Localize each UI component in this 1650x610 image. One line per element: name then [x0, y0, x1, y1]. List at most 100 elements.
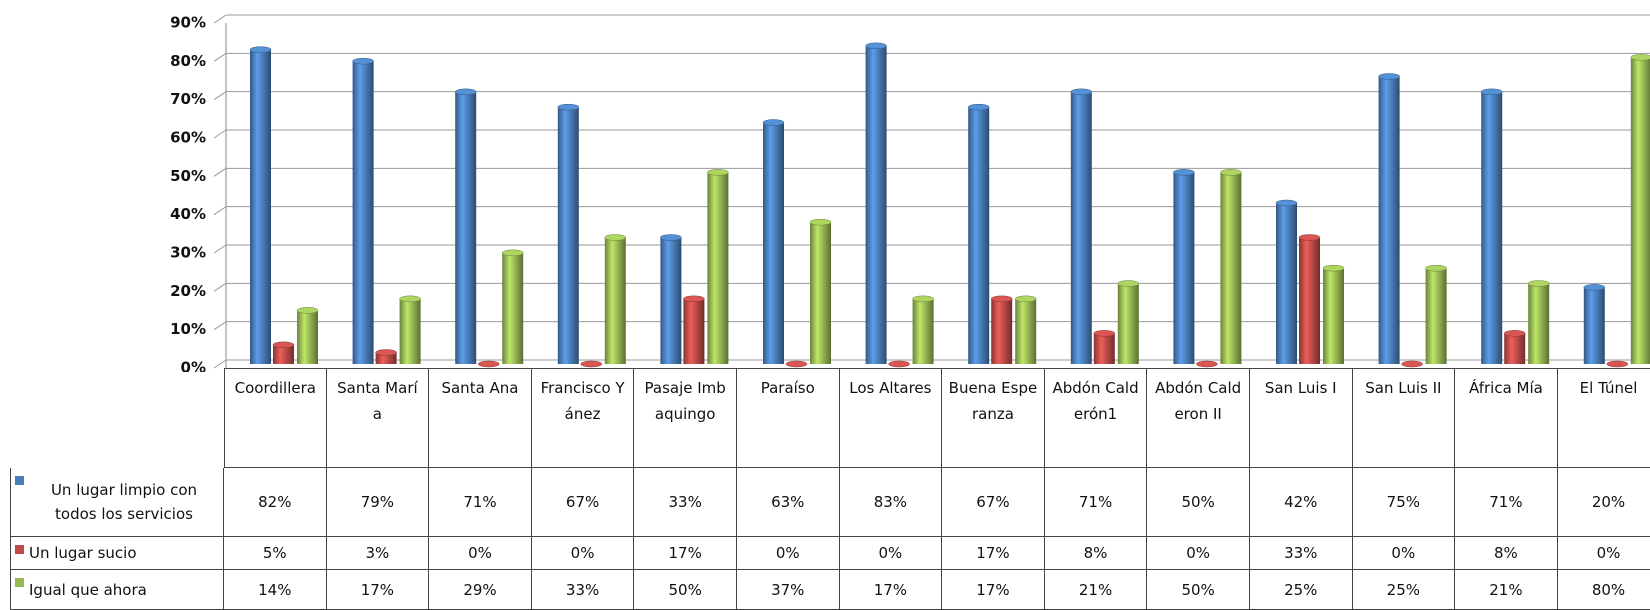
bar-top: [912, 295, 934, 303]
value-label: 33%: [531, 570, 635, 610]
bar: [1220, 172, 1242, 364]
value-label: 0%: [736, 537, 840, 570]
value-label: 83%: [839, 468, 943, 537]
value-label: 21%: [1044, 570, 1148, 610]
bar-top: [1220, 169, 1242, 176]
bar: [1299, 237, 1320, 364]
bar-top: [1093, 330, 1116, 337]
legend-swatch: [15, 545, 24, 554]
x-tick-label: África Mía: [1455, 368, 1558, 468]
bar: [1323, 268, 1344, 364]
x-tick-label: San Luis I: [1249, 368, 1353, 468]
value-label: 50%: [634, 570, 737, 610]
grid-line-edge: [213, 359, 227, 369]
value-label: 25%: [1249, 570, 1353, 610]
legend-entry: Un lugar sucio: [10, 537, 224, 570]
corner: [10, 368, 224, 468]
value-label: 0%: [1147, 537, 1250, 570]
y-tick-label: 10%: [170, 320, 206, 338]
y-tick-label: 30%: [170, 244, 206, 262]
grid-line-edge: [213, 282, 227, 292]
bar: [273, 344, 294, 364]
bar-top: [865, 42, 887, 50]
grid-line-edge: [213, 52, 227, 62]
bar-top: [352, 57, 374, 65]
bar: [1378, 76, 1400, 364]
legend-entry: Igual que ahora: [10, 570, 224, 610]
x-tick-label: Paraíso: [736, 368, 840, 468]
bar-top: [1583, 284, 1606, 291]
bar-top: [604, 234, 627, 241]
value-label: 42%: [1249, 468, 1353, 537]
value-label: 0%: [839, 537, 943, 570]
bar: [968, 107, 990, 365]
legend-swatch: [15, 578, 24, 587]
bar-top: [580, 360, 603, 368]
value-label: 17%: [942, 537, 1045, 570]
value-label: 8%: [1044, 537, 1148, 570]
grid-line-edge: [213, 244, 227, 254]
bar-top: [1070, 88, 1093, 96]
value-label: 21%: [1455, 570, 1558, 610]
bar: [1093, 333, 1115, 364]
bar-top: [888, 360, 910, 368]
bar: [1425, 268, 1447, 364]
bar-top: [1425, 264, 1447, 272]
y-tick-label: 40%: [170, 205, 206, 223]
value-label: 0%: [1557, 537, 1650, 570]
bar-top: [454, 88, 477, 96]
bar-top: [557, 103, 580, 111]
y-tick-label: 50%: [170, 167, 206, 185]
bar-top: [1322, 264, 1345, 272]
bar-top: [707, 169, 729, 176]
value-label: 0%: [531, 537, 635, 570]
value-label: 17%: [839, 570, 943, 610]
bar-top: [1298, 234, 1321, 241]
bar-top: [1503, 330, 1526, 337]
value-label: 29%: [429, 570, 532, 610]
bar: [352, 61, 374, 365]
bar: [1173, 172, 1195, 364]
value-label: 0%: [429, 537, 532, 570]
x-tick-label: Buena Esperanza: [942, 368, 1045, 468]
bar: [1481, 91, 1503, 364]
bar: [1504, 333, 1526, 364]
value-label: 79%: [326, 468, 430, 537]
y-tick-label: 90%: [170, 14, 206, 32]
value-label: 37%: [736, 570, 840, 610]
plot: 0% 10% 20% 30% 40% 50% 60% 70% 80% 90%: [170, 14, 1650, 372]
x-tick-label: Santa Ana: [429, 368, 532, 468]
bar: [991, 298, 1013, 364]
bar: [399, 298, 421, 364]
bar: [604, 237, 626, 364]
grid-line-edge: [213, 206, 227, 216]
bar: [250, 49, 271, 365]
bar-top: [501, 249, 524, 257]
x-tick-label: Abdón Calderon II: [1147, 368, 1250, 468]
bar-top: [1527, 280, 1550, 287]
legend-swatch: [15, 476, 24, 485]
bar-top: [1196, 360, 1218, 368]
grid-line-edge: [213, 14, 227, 24]
x-tick-label: Santa María: [326, 368, 430, 468]
bar-top: [809, 218, 832, 226]
grid-line-edge: [213, 321, 227, 331]
bar-top: [1117, 280, 1140, 287]
grid-line-edge: [213, 167, 227, 177]
bar-top: [762, 119, 785, 126]
value-label: 20%: [1557, 468, 1650, 537]
x-tick-label: Coordillera: [224, 368, 327, 468]
bar-top: [249, 46, 272, 53]
value-label: 71%: [1455, 468, 1558, 537]
bar: [865, 45, 887, 364]
bar: [660, 237, 682, 364]
value-label: 0%: [1352, 537, 1456, 570]
legend-label: Un lugar limpio con todos los servicios: [50, 481, 198, 523]
legend-label: Un lugar sucio: [29, 544, 137, 562]
value-label: 63%: [736, 468, 840, 537]
bar-top: [1378, 73, 1400, 80]
bar: [810, 222, 831, 364]
bar-top: [1401, 360, 1423, 368]
bar-top: [1606, 360, 1629, 368]
